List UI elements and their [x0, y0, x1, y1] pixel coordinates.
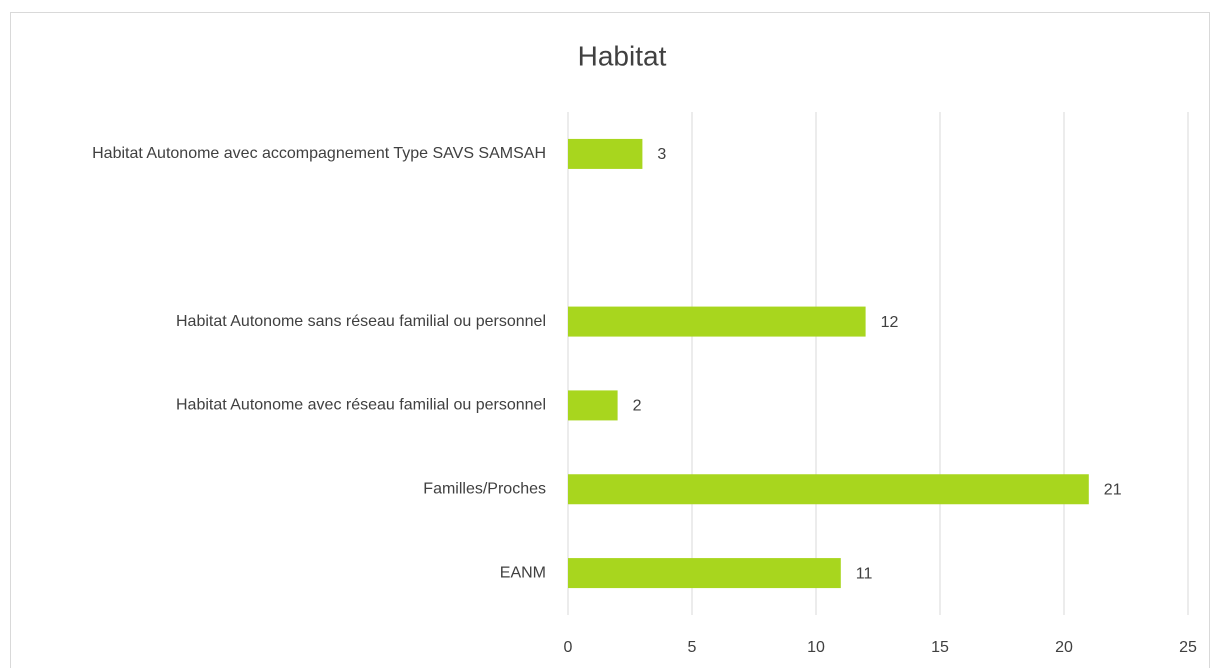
data-label: 12 — [881, 314, 899, 331]
data-label: 11 — [856, 565, 873, 582]
x-tick-label: 5 — [688, 639, 697, 656]
bar — [568, 558, 841, 589]
y-tick-label: Habitat Autonome avec accompagnement Typ… — [92, 145, 546, 162]
data-label: 3 — [657, 146, 666, 163]
x-tick-label: 15 — [931, 639, 949, 656]
x-tick-label: 0 — [564, 639, 573, 656]
chart-title: Habitat — [578, 40, 667, 71]
y-tick-label: Habitat Autonome avec réseau familial ou… — [176, 397, 546, 414]
x-tick-label: 10 — [807, 639, 825, 656]
y-tick-label: Habitat Autonome sans réseau familial ou… — [176, 313, 546, 330]
data-label: 21 — [1104, 481, 1122, 498]
bar — [568, 474, 1089, 505]
x-tick-label: 20 — [1055, 639, 1073, 656]
x-tick-label: 25 — [1179, 639, 1197, 656]
y-tick-label: Familles/Proches — [423, 480, 546, 497]
bar — [568, 138, 643, 169]
data-label: 2 — [633, 398, 642, 415]
y-tick-label: EANM — [500, 564, 546, 581]
bar — [568, 306, 866, 337]
bar — [568, 390, 618, 421]
